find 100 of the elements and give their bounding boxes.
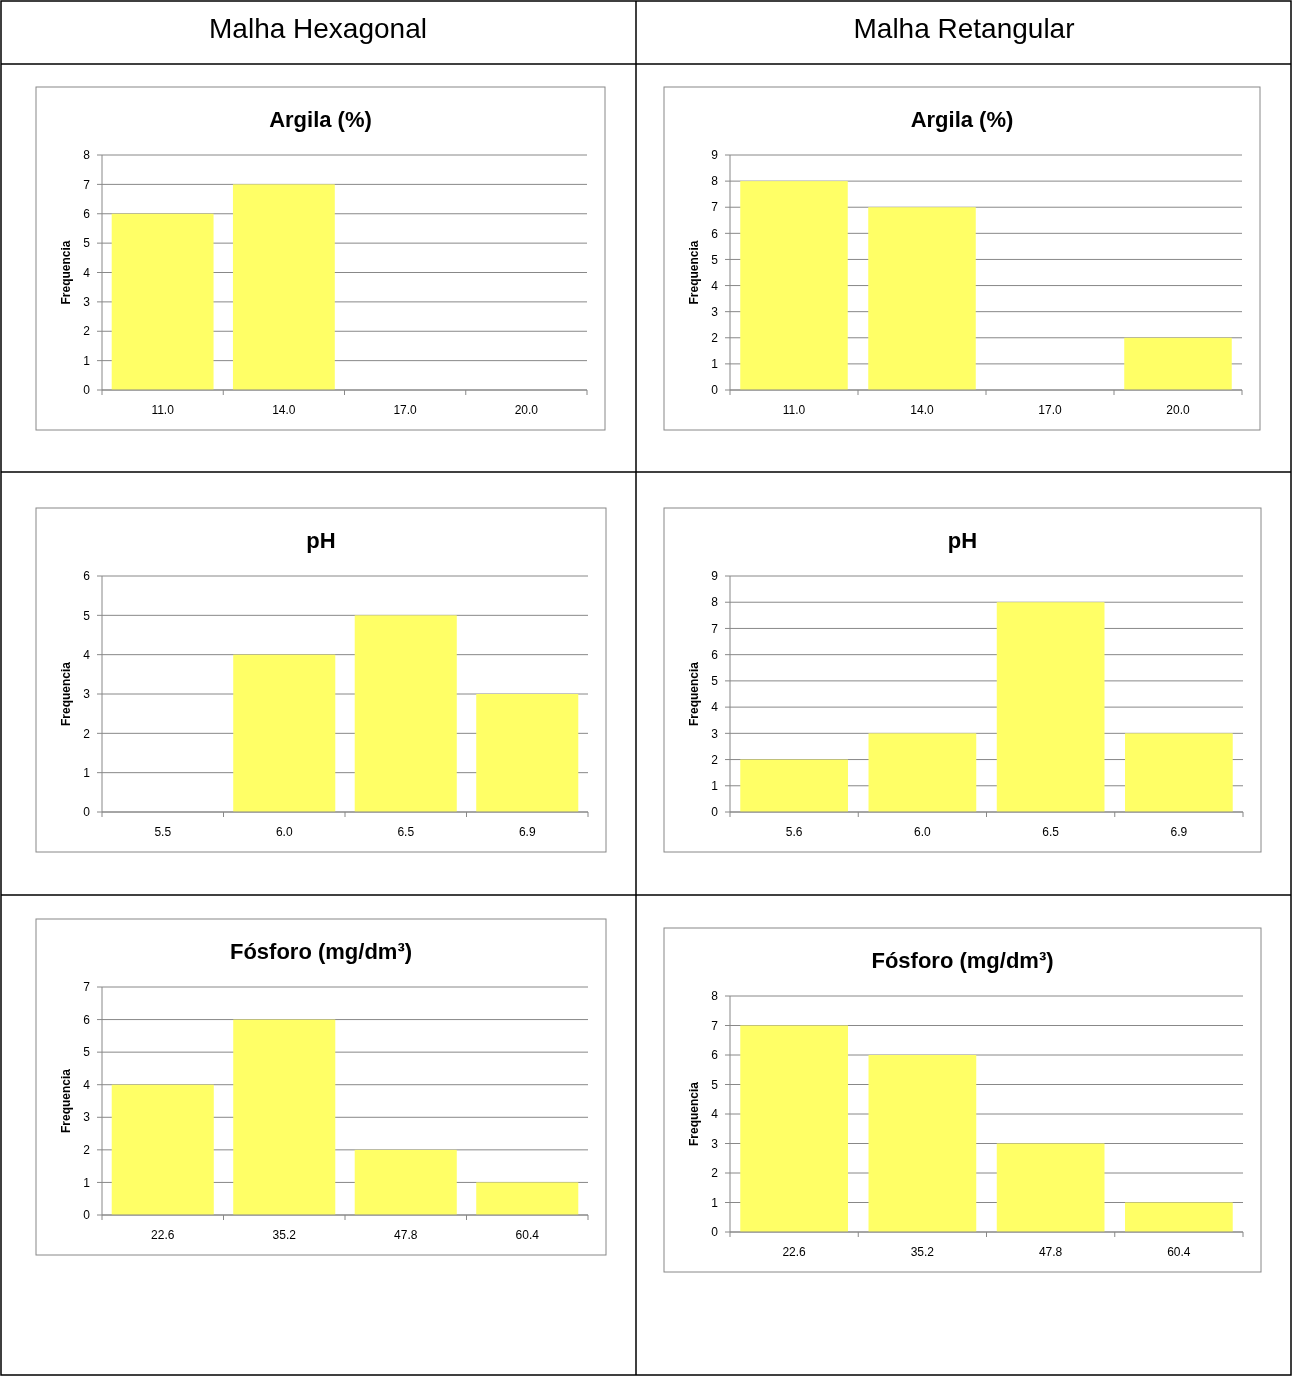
y-tick-label: 0 [711, 1225, 719, 1240]
x-tick-label: 35.2 [272, 1228, 297, 1242]
y-tick-label: 3 [711, 726, 719, 741]
y-tick-label: 6 [711, 647, 719, 662]
bar [740, 759, 848, 812]
x-tick-label: 22.6 [782, 1245, 807, 1259]
x-tick-label: 11.0 [151, 403, 175, 417]
y-tick-label: 6 [83, 1012, 91, 1027]
x-tick-label: 35.2 [910, 1245, 935, 1259]
y-tick-label: 1 [83, 1175, 91, 1190]
y-tick-label: 9 [711, 148, 719, 163]
bar [868, 1055, 977, 1232]
x-tick-label: 14.0 [272, 403, 296, 417]
bar [740, 181, 848, 390]
y-tick-label: 2 [83, 726, 91, 741]
x-tick-label: 6.0 [275, 825, 293, 839]
y-tick-label: 5 [711, 1077, 719, 1092]
x-tick-label: 5.5 [154, 825, 172, 839]
y-axis-title: Frequencia [59, 240, 73, 305]
bar [868, 207, 976, 390]
x-tick-label: 22.6 [151, 1228, 175, 1242]
x-tick-label: 14.0 [910, 403, 934, 417]
y-tick-label: 4 [83, 647, 91, 662]
x-tick-label: 6.5 [1042, 825, 1060, 839]
chart-title: pH [947, 528, 978, 553]
y-tick-label: 2 [83, 1143, 91, 1158]
y-tick-label: 1 [83, 353, 91, 368]
y-tick-label: 1 [711, 778, 719, 793]
bar [233, 654, 336, 812]
bar [1125, 733, 1233, 812]
y-tick-label: 5 [711, 674, 719, 689]
x-tick-label: 47.8 [1038, 1245, 1063, 1259]
y-tick-label: 3 [83, 295, 91, 310]
x-tick-label: 11.0 [782, 403, 806, 417]
y-tick-label: 3 [83, 687, 91, 702]
text: Malha Hexagonal [209, 13, 427, 44]
bar [354, 615, 457, 812]
y-tick-label: 4 [711, 700, 719, 715]
y-tick-label: 2 [711, 330, 719, 345]
y-tick-label: 1 [711, 1195, 719, 1210]
y-tick-label: 4 [83, 265, 91, 280]
y-tick-label: 0 [83, 383, 91, 398]
y-tick-label: 0 [711, 383, 719, 398]
x-tick-label: 6.9 [518, 825, 536, 839]
y-axis-title: Frequencia [687, 661, 701, 727]
y-tick-label: 8 [83, 148, 91, 163]
bar [868, 733, 977, 812]
chart-title: pH [306, 528, 336, 553]
x-tick-label: 47.8 [394, 1228, 418, 1242]
x-tick-label: 5.6 [785, 825, 803, 839]
y-tick-label: 6 [83, 569, 91, 584]
bar [996, 602, 1105, 812]
chart-title: Argila (%) [910, 107, 1014, 132]
x-tick-label: 60.4 [515, 1228, 540, 1242]
x-tick-label: 60.4 [1167, 1245, 1191, 1259]
y-axis-title: Frequencia [687, 240, 701, 305]
bar [740, 1025, 848, 1232]
bar [996, 1143, 1105, 1232]
y-tick-label: 4 [711, 278, 719, 293]
bar [111, 1084, 214, 1215]
x-tick-label: 6.5 [397, 825, 415, 839]
y-tick-label: 7 [83, 980, 91, 995]
bar [476, 694, 579, 812]
y-tick-label: 3 [711, 304, 719, 319]
y-tick-label: 0 [83, 805, 91, 820]
y-tick-label: 7 [711, 200, 719, 215]
y-tick-label: 7 [711, 1018, 719, 1033]
bar [233, 1019, 336, 1215]
y-tick-label: 5 [83, 1045, 91, 1060]
x-tick-label: 20.0 [514, 403, 539, 417]
y-tick-label: 8 [711, 174, 719, 189]
bar [1125, 1202, 1233, 1232]
y-tick-label: 5 [711, 252, 719, 267]
bar [354, 1149, 457, 1215]
y-tick-label: 6 [711, 1048, 719, 1063]
y-tick-label: 7 [711, 621, 719, 636]
y-tick-label: 8 [711, 989, 719, 1004]
y-tick-label: 1 [711, 357, 719, 372]
y-axis-title: Frequencia [687, 1081, 701, 1147]
chart-title: Argila (%) [269, 107, 372, 132]
y-tick-label: 2 [83, 324, 91, 339]
y-tick-label: 6 [711, 226, 719, 241]
y-tick-label: 3 [83, 1110, 91, 1125]
bar [476, 1182, 579, 1215]
y-tick-label: 6 [83, 206, 91, 221]
y-tick-label: 0 [711, 805, 719, 820]
x-tick-label: 17.0 [1038, 403, 1062, 417]
x-tick-label: 6.0 [914, 825, 932, 839]
y-tick-label: 7 [83, 177, 91, 192]
y-tick-label: 5 [83, 608, 91, 623]
y-tick-label: 1 [83, 765, 91, 780]
x-tick-label: 17.0 [393, 403, 418, 417]
y-tick-label: 4 [711, 1107, 719, 1122]
chart-title: Fósforo (mg/dm³) [229, 939, 413, 964]
y-tick-label: 8 [711, 595, 719, 610]
x-tick-label: 6.9 [1170, 825, 1188, 839]
y-tick-label: 4 [83, 1077, 91, 1092]
y-tick-label: 9 [711, 569, 719, 584]
y-tick-label: 2 [711, 1166, 719, 1181]
x-tick-label: 20.0 [1166, 403, 1190, 417]
